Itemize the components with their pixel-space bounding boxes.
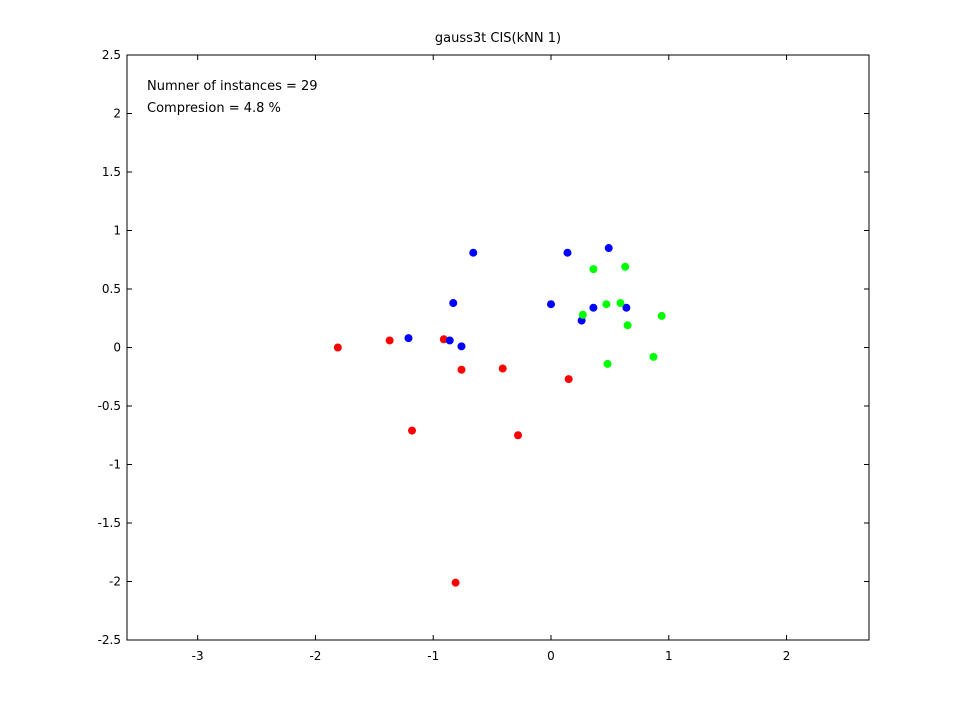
y-tick-label: 0.5	[102, 282, 121, 296]
data-point	[445, 336, 454, 345]
data-point	[408, 426, 417, 435]
x-tick-label: -3	[192, 649, 204, 663]
y-tick-label: -0.5	[98, 399, 121, 413]
y-tick-label: 2.5	[102, 48, 121, 62]
y-tick-label: -1.5	[98, 516, 121, 530]
y-tick-label: -2.5	[98, 633, 121, 647]
y-tick-label: 1	[113, 224, 121, 238]
chart-title: gauss3t CIS(kNN 1)	[435, 31, 561, 46]
x-tick-label: 0	[547, 649, 555, 663]
data-point	[578, 310, 587, 319]
x-tick-label: -2	[309, 649, 321, 663]
x-tick-label: 2	[783, 649, 791, 663]
data-point	[589, 303, 598, 312]
axes: -3 -2 -1 0 1 2 -2.5 -2 -1.5 -1 -0.5 0 0.5 1 1.5 2 2.5	[98, 48, 870, 663]
data-point	[622, 303, 631, 312]
compression-annotation: Compresion = 4.8 %	[147, 101, 281, 116]
data-point	[449, 299, 458, 308]
y-tick-label: 0	[113, 341, 121, 355]
data-point	[404, 334, 413, 343]
plot-frame	[126, 54, 870, 641]
x-tick-label: -1	[427, 649, 439, 663]
data-point	[623, 321, 632, 330]
data-point	[621, 262, 630, 271]
data-point	[457, 365, 466, 374]
data-point	[616, 299, 625, 308]
data-point	[498, 364, 507, 373]
data-point	[603, 359, 612, 368]
data-point	[457, 342, 466, 351]
data-point	[469, 248, 478, 257]
data-point	[563, 248, 572, 257]
data-point	[657, 311, 666, 320]
x-tick-label: 1	[665, 649, 673, 663]
data-point	[564, 375, 573, 384]
data-point	[649, 352, 658, 361]
data-point	[589, 265, 598, 274]
instances-annotation: Numner of instances = 29	[147, 79, 318, 94]
data-point	[602, 300, 611, 309]
y-tick-label: 2	[113, 107, 121, 121]
y-tick-label: -1	[109, 458, 121, 472]
data-point	[385, 336, 394, 345]
data-point	[547, 300, 555, 309]
y-tick-label: 1.5	[102, 165, 121, 179]
data-points	[333, 244, 666, 587]
data-point	[514, 431, 523, 440]
y-tick-label: -2	[109, 575, 121, 589]
data-point	[333, 343, 342, 352]
data-point	[604, 244, 613, 253]
data-point	[451, 578, 460, 587]
